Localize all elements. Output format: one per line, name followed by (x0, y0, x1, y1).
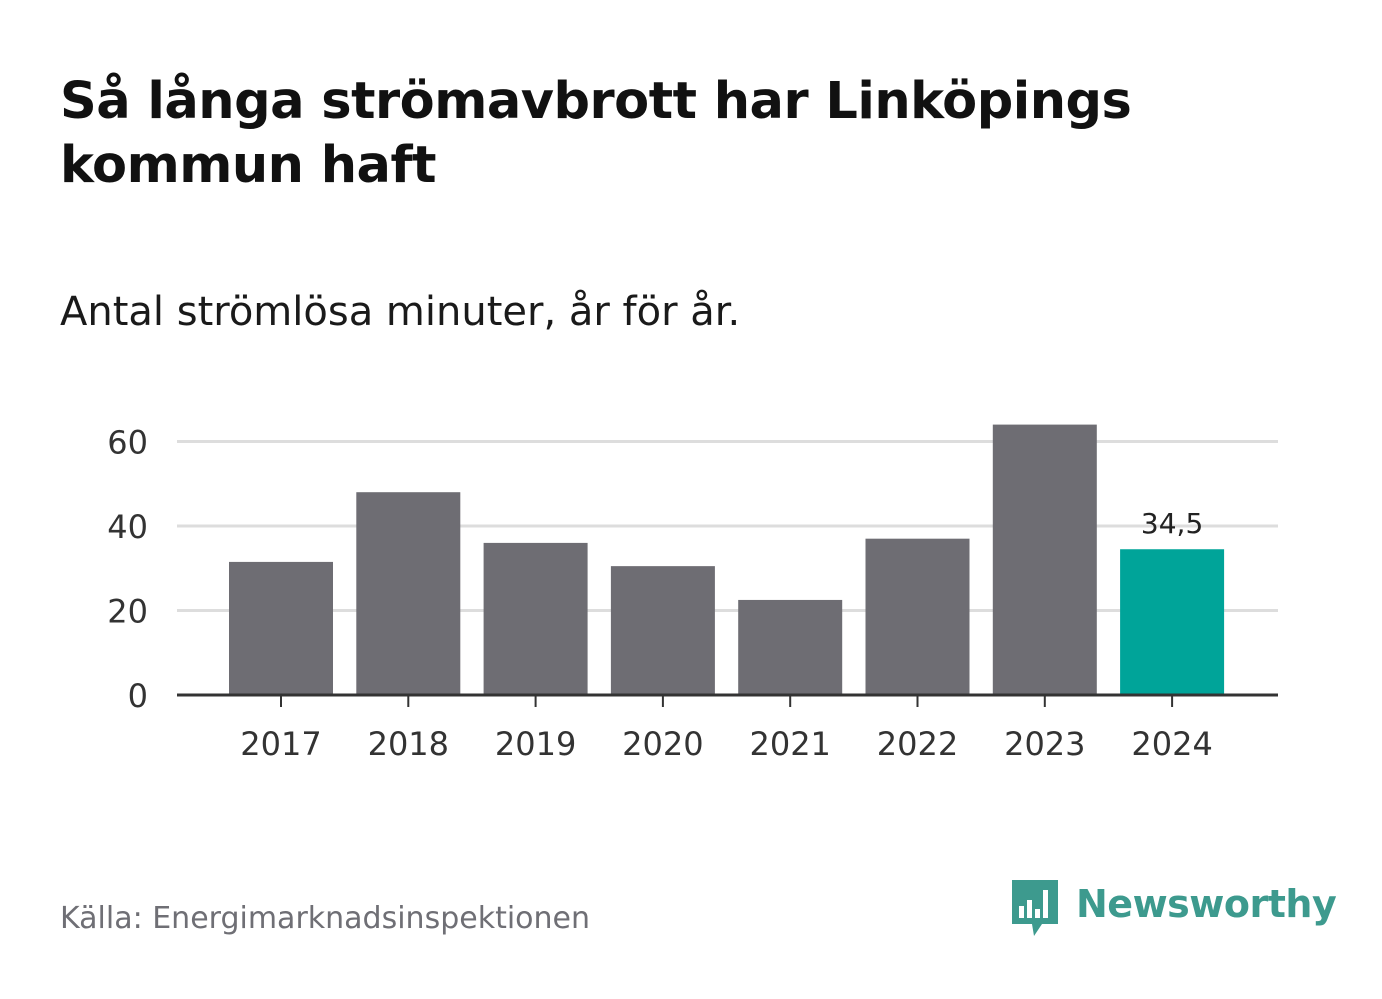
x-tick-label-2021: 2021 (749, 725, 830, 763)
x-tick-label-2020: 2020 (622, 725, 703, 763)
x-tick-label-2017: 2017 (240, 725, 321, 763)
y-axis-tick-labels: 0 20 40 60 (107, 424, 148, 716)
bar-2024 (1120, 549, 1225, 695)
chart-title: Så långa strömavbrott har Linköpings kom… (60, 72, 1132, 195)
bar-2018 (356, 492, 461, 695)
bar-2022 (865, 538, 970, 695)
data-label-2024: 34,5 (1141, 507, 1203, 540)
x-tick-label-2023: 2023 (1004, 725, 1085, 763)
bar-2023 (992, 424, 1097, 695)
data-labels: 34,5 (1141, 507, 1203, 540)
gridlines (177, 440, 1278, 612)
bar-2017 (229, 561, 333, 695)
chart-subtitle: Antal strömlösa minuter, år för år. (60, 289, 741, 335)
x-axis: 2017 2018 2019 2020 2021 2022 2023 2024 (240, 695, 1213, 763)
brand-name: Newsworthy (1076, 882, 1337, 926)
x-tick-label-2022: 2022 (877, 725, 958, 763)
y-tick-label-0: 0 (128, 677, 148, 715)
source-note: Källa: Energimarknadsinspektionen (60, 901, 591, 936)
x-tick-label-2019: 2019 (495, 725, 576, 763)
y-tick-label-60: 60 (107, 424, 148, 462)
brand-logo: Newsworthy (1010, 876, 1337, 942)
x-tick-label-2018: 2018 (368, 725, 449, 763)
bar-2020 (610, 566, 715, 695)
bars (229, 424, 1225, 695)
newsworthy-logo-icon (1012, 880, 1058, 936)
bar-2019 (483, 542, 588, 695)
bar-2021 (738, 599, 843, 695)
y-tick-label-40: 40 (107, 508, 148, 546)
y-tick-label-20: 20 (107, 593, 148, 631)
x-tick-label-2024: 2024 (1131, 725, 1212, 763)
